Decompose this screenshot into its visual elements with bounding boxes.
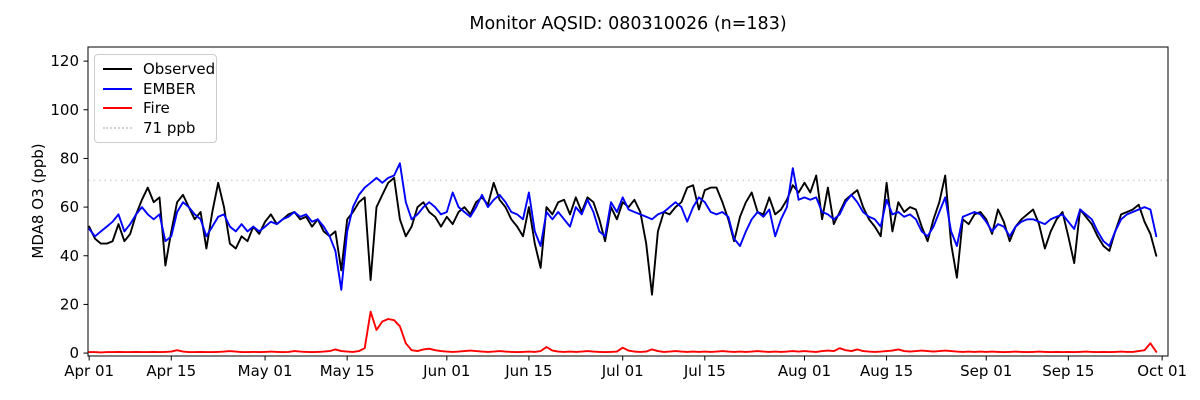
legend-entry-ember: EMBER [103,79,216,99]
x-tick-label: Oct 01 [1137,362,1187,380]
legend-label-observed: Observed [143,59,216,78]
plot-frame [87,46,1169,357]
y-tick-label: 20 [60,295,79,313]
x-tick-label: Apr 01 [64,362,114,380]
x-tick-label: Aug 01 [778,362,831,380]
legend-entry-threshold: 71 ppb [103,118,216,138]
y-tick-label: 80 [60,149,79,167]
legend: Observed EMBER Fire 71 ppb [94,54,217,143]
legend-entry-observed: Observed [103,59,216,79]
x-tick-label: Apr 15 [146,362,196,380]
x-tick-label: May 01 [238,362,293,380]
ember-line [88,162,1158,291]
y-tick-label: 0 [69,344,79,362]
y-tick-label: 60 [60,198,79,216]
legend-label-fire: Fire [143,99,170,118]
legend-line-fire-icon [103,107,132,110]
legend-entry-fire: Fire [103,99,216,119]
observed-line [88,174,1158,296]
legend-line-observed-icon [103,67,132,70]
y-tick-label: 120 [50,52,79,70]
legend-label-threshold: 71 ppb [143,119,196,138]
x-tick-label: May 15 [320,362,375,380]
chart-title: Monitor AQSID: 080310026 (n=183) [469,14,787,34]
x-tick-label: Sep 15 [1042,362,1094,380]
x-tick-label: Sep 01 [960,362,1012,380]
y-tick-label: 40 [60,247,79,265]
legend-label-ember: EMBER [143,79,196,98]
x-tick-label: Jun 01 [422,362,470,380]
y-tick-label: 100 [50,101,79,119]
fire-line [88,310,1158,354]
legend-line-threshold-icon [103,127,132,130]
x-tick-label: Aug 15 [860,362,913,380]
x-tick-label: Jun 15 [504,362,552,380]
x-tick-label: Jul 15 [683,362,726,380]
legend-line-ember-icon [103,87,132,90]
x-tick-label: Jul 01 [601,362,644,380]
